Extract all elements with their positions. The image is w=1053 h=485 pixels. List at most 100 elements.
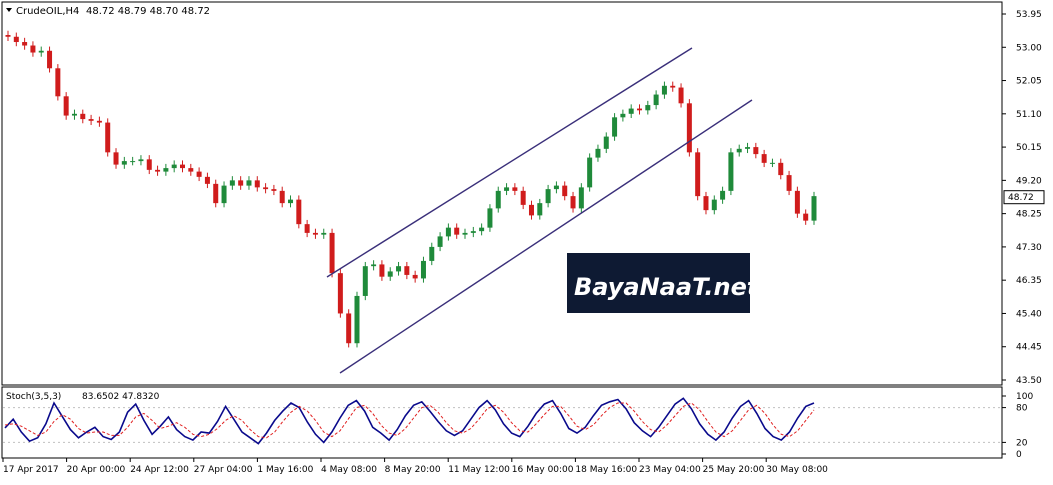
candle-body: [321, 232, 327, 235]
channel-lower-line[interactable]: [339, 99, 753, 374]
candle-body: [412, 274, 418, 279]
candle-body: [80, 113, 86, 120]
candle-body: [55, 68, 61, 97]
collapse-triangle-icon[interactable]: [6, 8, 12, 12]
candle-body: [271, 189, 277, 191]
candle-body: [22, 42, 28, 46]
candle-body: [420, 260, 426, 279]
price-tick-label: 50.15: [1016, 143, 1042, 153]
candle-body: [263, 187, 269, 190]
candle-body: [520, 190, 526, 205]
candle-body: [204, 176, 210, 184]
candle-body: [362, 266, 368, 296]
price-tick-label: 53.95: [1016, 10, 1042, 20]
price-tick-label: 44.45: [1016, 343, 1042, 353]
candle-body: [528, 204, 534, 216]
candle-body: [171, 164, 177, 169]
candle-body: [379, 264, 385, 277]
candle-body: [736, 148, 742, 153]
main-plot-frame: [1, 1, 1003, 386]
candle-body: [312, 232, 318, 235]
candle-body: [229, 180, 235, 186]
candle-body: [711, 199, 717, 211]
candle-body: [105, 122, 111, 153]
candle-body: [63, 96, 69, 116]
price-tick-label: 48.25: [1016, 210, 1042, 220]
candle-body: [512, 187, 518, 191]
candle-body: [678, 87, 684, 104]
candle-body: [745, 147, 751, 149]
candle-body: [479, 227, 485, 232]
candle-body: [354, 295, 360, 344]
candle-body: [803, 213, 809, 221]
candle-body: [221, 185, 227, 204]
candle-body: [637, 108, 643, 111]
candle-body: [670, 85, 676, 88]
time-tick-label: 17 Apr 2017: [3, 465, 59, 475]
candle-body: [612, 117, 618, 137]
candle-body: [462, 232, 468, 235]
candle-body: [88, 119, 94, 121]
candle-body: [553, 185, 559, 190]
price-tick-label: 53.00: [1016, 43, 1042, 53]
candle-body: [769, 162, 775, 164]
candle-body: [761, 154, 767, 163]
candle-body: [470, 231, 476, 233]
current-price-box: [1003, 190, 1045, 205]
candle-body: [279, 190, 285, 204]
candle-body: [661, 85, 667, 95]
time-tick-label: 25 May 20:00: [703, 465, 765, 475]
indicator-tick-label: 20: [1016, 438, 1028, 448]
indicator-values: 83.6502 47.8320: [82, 392, 160, 402]
watermark-logo: BayaNaaT.net: [567, 253, 760, 313]
candle-body: [5, 35, 11, 37]
price-axis[interactable]: 53.95 53.00 52.05 51.10 50.15 49.20 48.25 47.30…: [1002, 10, 1042, 386]
candle-body: [537, 203, 543, 216]
candle-body: [570, 196, 576, 209]
candle-body: [603, 136, 609, 149]
candle-body: [578, 187, 584, 209]
candle-body: [71, 113, 77, 116]
watermark-text: BayaNaaT.net: [574, 273, 760, 301]
candle-body: [246, 180, 252, 186]
candle-body: [130, 161, 136, 163]
candle-body: [254, 180, 260, 188]
candle-body: [487, 208, 493, 228]
candle-body: [288, 199, 294, 204]
time-tick-label: 8 May 20:00: [385, 465, 441, 475]
candle-body: [371, 264, 377, 267]
time-tick-label: 1 May 16:00: [257, 465, 313, 475]
candle-body: [121, 161, 127, 165]
candle-body: [196, 171, 202, 177]
price-tick-label: 51.10: [1016, 110, 1042, 120]
candle-body: [587, 157, 593, 188]
stoch-main-line: [4, 397, 815, 445]
candle-body: [504, 187, 510, 191]
candle-body: [786, 175, 792, 191]
channel-upper-line[interactable]: [326, 47, 693, 278]
candle-body: [620, 113, 626, 118]
candle-body: [753, 147, 759, 155]
time-tick-label: 24 Apr 12:00: [130, 465, 189, 475]
price-tick-label: 52.05: [1016, 77, 1042, 87]
time-axis[interactable]: 17 Apr 2017 20 Apr 00:00 24 Apr 12:00 27 Ap…: [2, 458, 828, 475]
candle-body: [304, 224, 310, 233]
candlestick-series: [5, 30, 817, 348]
current-price-label: 48.72: [1008, 193, 1034, 203]
candle-body: [296, 199, 302, 225]
indicator-tick-label: 0: [1016, 450, 1022, 460]
candle-body: [794, 190, 800, 214]
indicator-axis: 100 80 20 0: [3, 392, 1033, 460]
time-tick-label: 23 May 04:00: [639, 465, 701, 475]
symbol-label: CrudeOIL,H4: [16, 6, 79, 17]
candle-body: [163, 168, 169, 172]
time-tick-label: 27 Apr 04:00: [194, 465, 253, 475]
candle-body: [113, 152, 119, 165]
time-tick-label: 16 May 00:00: [512, 465, 574, 475]
candle-body: [437, 236, 443, 247]
price-tick-label: 49.20: [1016, 176, 1042, 186]
stochastic-series: [4, 397, 815, 445]
price-tick-label: 47.30: [1016, 243, 1042, 253]
